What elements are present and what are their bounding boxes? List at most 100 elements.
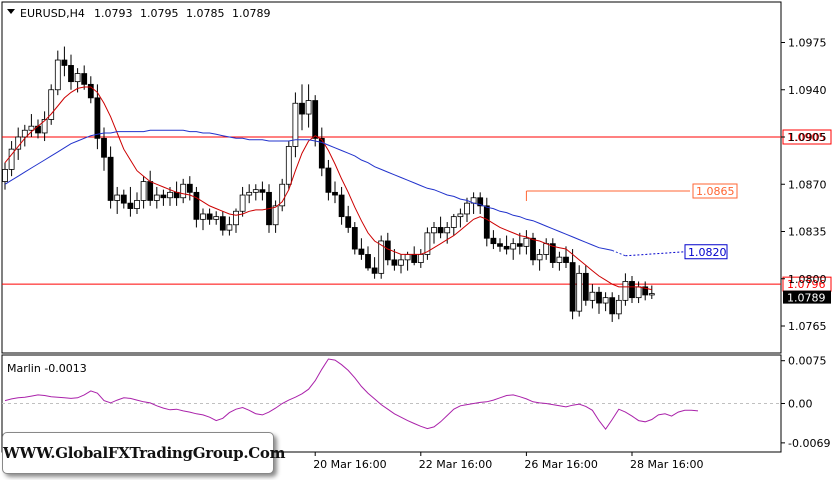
candle-down — [503, 245, 510, 250]
candle-down — [351, 227, 358, 250]
candle-down — [530, 237, 536, 261]
candle-up — [213, 216, 220, 220]
candle-up — [233, 210, 239, 226]
target-connector — [625, 251, 686, 257]
candle-down — [490, 237, 497, 245]
candle-down — [477, 197, 484, 207]
indicator-line — [4, 358, 699, 431]
candle-down — [384, 240, 391, 261]
target-price-box — [684, 244, 728, 260]
candle-down — [127, 202, 134, 209]
candle-up — [140, 181, 147, 201]
price-axis-label: 1.0940 — [788, 84, 827, 97]
candle-up — [292, 102, 299, 147]
candle-down — [642, 286, 649, 296]
candle-up — [21, 129, 28, 138]
price-axis-label: 1.0870 — [788, 178, 827, 191]
indicator-label: Marlin -0.0013 — [7, 362, 87, 375]
candle-down — [338, 194, 345, 218]
candle-down — [391, 259, 398, 266]
time-axis-label: 22 Mar 16:00 — [419, 458, 492, 471]
candle-down — [318, 137, 325, 169]
candle-down — [206, 213, 213, 220]
candle-down — [629, 281, 635, 299]
symbol-label: EURUSD,H4 — [20, 7, 85, 20]
candle-down — [358, 248, 365, 255]
ohlc-open: 1.0793 — [94, 7, 133, 20]
indicator-axis-label: 0.00 — [788, 398, 813, 411]
candle-down — [186, 183, 193, 193]
candle-down — [345, 216, 352, 228]
candle-down — [596, 291, 602, 304]
indicator-axis-label: -0.0069 — [788, 437, 830, 450]
candle-up — [556, 256, 563, 263]
candle-down — [497, 243, 503, 247]
bid-price-label: 1.0789 — [787, 292, 826, 305]
candle-up — [74, 73, 81, 83]
price-axis-label: 1.0905 — [788, 131, 827, 144]
level-price-label: 1.0796 — [787, 278, 826, 291]
watermark-logo: WWW.GlobalFXTradingGroup.Com — [2, 432, 285, 474]
candle-up — [648, 293, 655, 296]
price-axis-label: 1.0835 — [788, 226, 827, 239]
candle-up — [602, 297, 609, 304]
candle-down — [609, 297, 616, 315]
candle-up — [424, 232, 431, 255]
candle-down — [147, 181, 154, 201]
candle-down — [312, 100, 319, 139]
candle-down — [483, 205, 490, 239]
candle-up — [41, 119, 48, 134]
candle-up — [576, 272, 583, 312]
candle-up — [305, 100, 312, 115]
candle-up — [431, 227, 437, 234]
candle-down — [259, 189, 266, 193]
candle-up — [272, 205, 279, 226]
candle-down — [193, 191, 200, 220]
candle-down — [371, 267, 378, 274]
candle-down — [81, 73, 88, 85]
indicator-axis-label: 0.0075 — [788, 355, 827, 368]
ohlc-low: 1.0785 — [186, 7, 225, 20]
symbol-dropdown-icon[interactable] — [7, 9, 15, 14]
candle-down — [563, 256, 569, 263]
candle-down — [87, 83, 94, 99]
candle-up — [8, 148, 15, 170]
candle-up — [48, 89, 55, 120]
price-axis-label: 1.0800 — [788, 273, 827, 286]
candle-up — [134, 200, 140, 209]
candle-down — [160, 194, 167, 199]
slow-moving-average-line — [4, 129, 613, 251]
candle-up — [457, 213, 464, 218]
candle-up — [444, 227, 451, 234]
candle-up — [54, 59, 61, 91]
ohlc-high: 1.0795 — [140, 7, 179, 20]
candle-down — [437, 227, 444, 234]
ohlc-close: 1.0789 — [232, 7, 271, 20]
candle-down — [582, 272, 589, 301]
candle-down — [107, 156, 114, 201]
candle-up — [615, 299, 622, 315]
candle-up — [200, 213, 206, 220]
candle-down — [411, 254, 418, 263]
candle-up — [246, 191, 253, 196]
candle-up — [536, 254, 543, 261]
candle-down — [569, 262, 576, 312]
candle-up — [450, 216, 457, 228]
candle-down — [325, 167, 332, 193]
candle-down — [299, 102, 305, 115]
main-plot-frame — [1, 1, 782, 354]
candle-up — [398, 259, 404, 266]
fast-moving-average-line — [4, 86, 652, 291]
price-axis-label: 1.0765 — [788, 320, 827, 333]
candle-up — [589, 291, 596, 301]
candle-down — [68, 65, 74, 83]
candle-up — [543, 243, 550, 255]
candle-down — [94, 97, 101, 139]
candle-up — [226, 224, 233, 231]
candle-up — [464, 202, 470, 215]
candle-up — [417, 254, 424, 263]
candle-up — [239, 194, 246, 212]
candle-down — [219, 216, 226, 231]
resistance-price-label: 1.0865 — [696, 185, 735, 198]
